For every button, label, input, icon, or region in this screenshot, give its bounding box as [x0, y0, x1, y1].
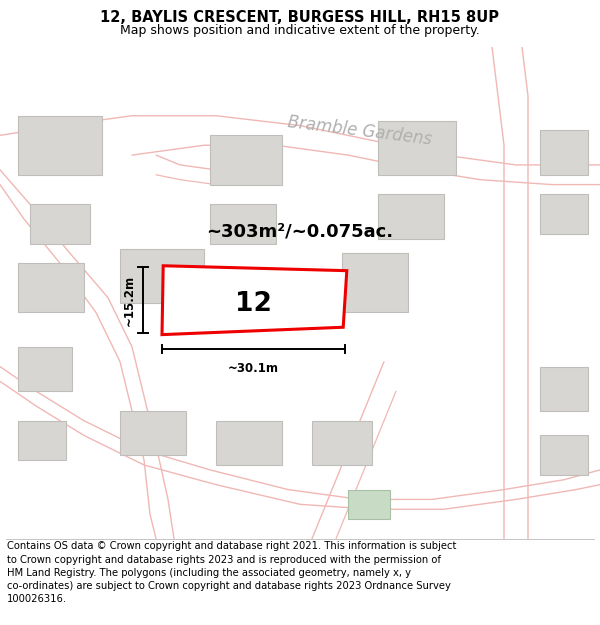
Polygon shape	[30, 204, 90, 244]
Text: Bramble Gardens: Bramble Gardens	[287, 112, 433, 148]
Polygon shape	[18, 116, 102, 175]
Polygon shape	[312, 421, 372, 465]
Text: ~303m²/~0.075ac.: ~303m²/~0.075ac.	[206, 222, 394, 241]
Text: ~15.2m: ~15.2m	[123, 274, 136, 326]
Text: ~30.1m: ~30.1m	[228, 362, 279, 374]
Polygon shape	[342, 254, 408, 312]
Polygon shape	[540, 367, 588, 411]
Polygon shape	[216, 421, 282, 465]
Polygon shape	[348, 489, 390, 519]
Polygon shape	[162, 266, 347, 334]
Polygon shape	[378, 121, 456, 175]
Polygon shape	[18, 263, 84, 312]
Polygon shape	[378, 194, 444, 239]
Polygon shape	[540, 436, 588, 475]
Polygon shape	[540, 194, 588, 234]
Text: Contains OS data © Crown copyright and database right 2021. This information is : Contains OS data © Crown copyright and d…	[7, 541, 457, 604]
Polygon shape	[18, 347, 72, 391]
Polygon shape	[210, 136, 282, 184]
Text: Map shows position and indicative extent of the property.: Map shows position and indicative extent…	[120, 24, 480, 36]
Polygon shape	[18, 421, 66, 460]
Polygon shape	[120, 249, 204, 302]
Text: 12, BAYLIS CRESCENT, BURGESS HILL, RH15 8UP: 12, BAYLIS CRESCENT, BURGESS HILL, RH15 …	[101, 10, 499, 25]
Polygon shape	[120, 411, 186, 455]
Polygon shape	[210, 204, 276, 244]
Text: 12: 12	[235, 291, 272, 318]
Polygon shape	[540, 131, 588, 175]
